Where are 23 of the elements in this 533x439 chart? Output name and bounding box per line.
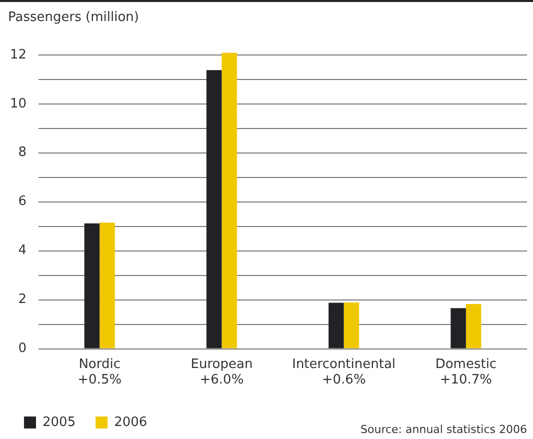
bar <box>328 302 344 348</box>
x-tick-label: Intercontinental +0.6% <box>292 356 396 388</box>
y-tick-label: 12 <box>10 47 27 62</box>
legend-label: 2005 <box>42 414 76 430</box>
bar <box>100 222 115 348</box>
bar <box>344 302 360 348</box>
y-tick-label: 0 <box>18 341 27 356</box>
source-note: Source: annual statistics 2006 <box>360 423 527 436</box>
bar <box>206 70 222 348</box>
bar <box>466 304 482 348</box>
bar <box>84 223 100 348</box>
y-tick-label: 6 <box>18 194 27 210</box>
y-tick-label: 2 <box>18 292 27 308</box>
bar <box>450 308 466 348</box>
legend-label: 2006 <box>114 414 148 430</box>
x-tick-label: European +6.0% <box>190 356 253 388</box>
x-tick-label: Nordic +0.5% <box>78 356 122 388</box>
y-tick-label: 4 <box>18 243 27 258</box>
x-tick-label: Domestic +10.7% <box>435 356 497 388</box>
y-tick-label: 10 <box>10 96 27 112</box>
y-tick-label: 8 <box>18 145 27 160</box>
bar <box>222 52 237 348</box>
y-axis-title: Passengers (million) <box>8 10 139 25</box>
